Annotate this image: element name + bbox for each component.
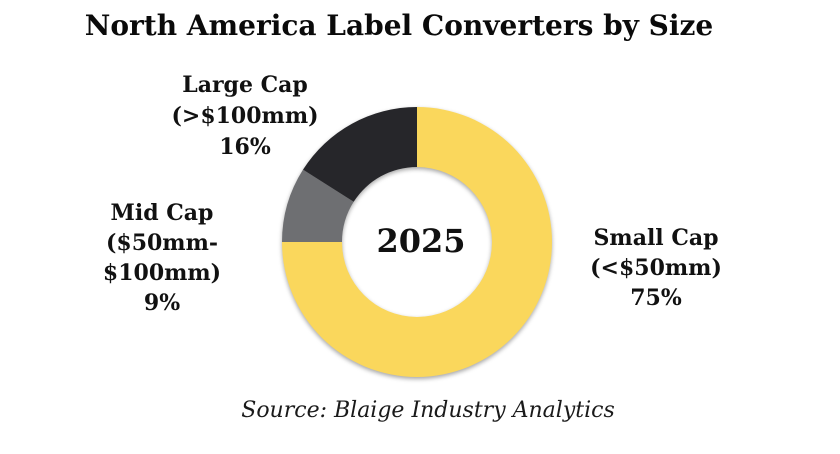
slice-label-line: Small Cap: [593, 225, 719, 251]
source-attribution: Source: Blaige Industry Analytics: [241, 398, 615, 423]
donut-slice-mid-cap: [282, 169, 354, 242]
donut-slice-small-cap: [282, 107, 552, 377]
slice-label-line: $100mm): [102, 260, 222, 286]
slice-label-line: Large Cap: [182, 72, 308, 98]
donut-slice-large-cap: [303, 107, 417, 202]
slice-label-line: Mid Cap: [110, 200, 214, 226]
slice-label-line: 9%: [143, 290, 181, 316]
donut-slices: [282, 107, 552, 377]
donut-center-year: 2025: [376, 222, 466, 260]
chart-title: North America Label Converters by Size: [84, 9, 714, 42]
slice-label-small-cap: Small Cap (<$50mm) 75%: [590, 223, 722, 313]
slice-label-line: (<$50mm): [590, 255, 722, 281]
slice-label-line: (>$100mm): [171, 103, 319, 129]
slice-label-line: ($50mm-: [105, 230, 219, 256]
slice-label-mid-cap: Mid Cap ($50mm- $100mm) 9%: [103, 198, 221, 318]
slice-label-line: 75%: [630, 285, 682, 311]
slice-label-line: 16%: [219, 134, 271, 160]
slice-label-large-cap: Large Cap (>$100mm) 16%: [171, 70, 318, 163]
